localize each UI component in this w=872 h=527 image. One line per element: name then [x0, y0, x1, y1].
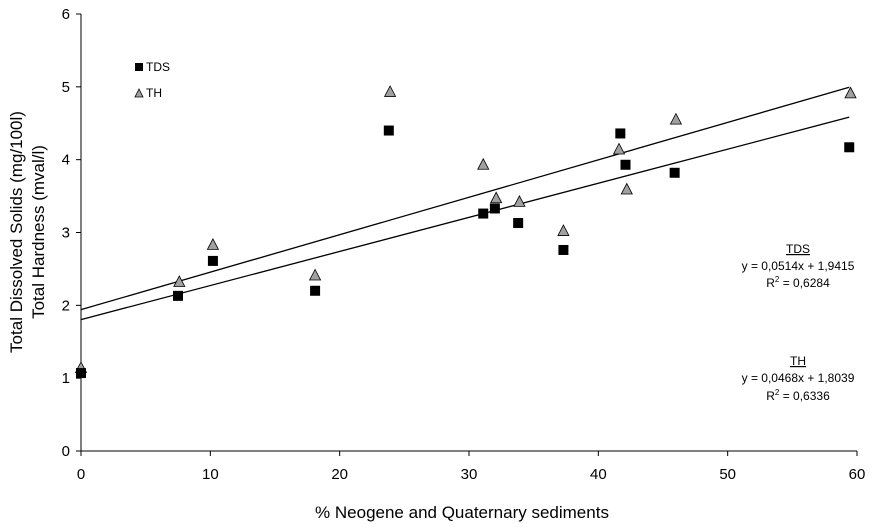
x-tick-label: 30	[461, 466, 478, 483]
th-point	[557, 224, 570, 236]
tds-r2-exponent: 2	[775, 275, 780, 284]
tds-point	[615, 128, 626, 139]
tds-point	[620, 159, 631, 170]
x-tick-label: 10	[202, 466, 219, 483]
th-point	[173, 275, 186, 287]
x-tick-label: 40	[590, 466, 607, 483]
th-point	[513, 195, 526, 207]
th-point	[844, 86, 857, 99]
x-tick-label: 20	[331, 466, 348, 483]
tds-point	[478, 208, 489, 219]
tds-r2-label: R	[766, 276, 775, 290]
th-point	[669, 112, 683, 125]
y-tick-label: 0	[62, 443, 70, 460]
tds-point	[76, 368, 86, 379]
th-r2-label: R	[766, 389, 775, 403]
tds-r2-value: = 0,6284	[779, 276, 830, 290]
x-tick-label: 0	[77, 466, 85, 483]
tds-point	[173, 290, 183, 301]
th-annotation-title: TH	[790, 354, 806, 368]
th-point	[308, 268, 322, 281]
th-point	[477, 157, 490, 170]
y-tick-label: 3	[62, 225, 70, 242]
tds-point	[669, 167, 680, 178]
tds-point	[513, 218, 524, 229]
trendline-th	[80, 116, 850, 321]
tds-annotation-equation: y = 0,0514x + 1,9415	[742, 259, 855, 273]
legend-tds-marker	[135, 63, 143, 71]
th-r2-exponent: 2	[775, 388, 780, 397]
th-point	[612, 142, 626, 155]
legend-th-marker	[134, 88, 144, 98]
tds-point	[383, 125, 394, 136]
y-axis-title-line-1: Total Dissolved Solids (mg/100l)	[7, 111, 26, 353]
tds-point	[489, 203, 500, 214]
legend-th-label: TH	[146, 86, 162, 100]
data-points	[74, 85, 857, 379]
legend: TDS TH	[134, 60, 170, 100]
th-regression-annotation: TH y = 0,0468x + 1,8039 R2 = 0,6336	[742, 354, 855, 403]
y-tick-label: 5	[62, 79, 70, 96]
tds-point	[558, 244, 569, 255]
y-tick-label: 2	[62, 297, 70, 314]
th-annotation-r2: R2 = 0,6336	[766, 388, 830, 403]
y-tick-label: 4	[62, 152, 70, 169]
x-axis-title: % Neogene and Quaternary sediments	[315, 503, 609, 522]
x-tick-label: 60	[849, 466, 866, 483]
x-tick-label: 50	[719, 466, 736, 483]
tds-annotation-title: TDS	[786, 242, 810, 256]
y-axis-title-line-2: Total Hardness (mval/l)	[29, 145, 48, 319]
th-point	[206, 238, 220, 250]
tds-annotation-r2: R2 = 0,6284	[766, 275, 830, 290]
tds-regression-annotation: TDS y = 0,0514x + 1,9415 R2 = 0,6284	[742, 242, 855, 290]
th-r2-value: = 0,6336	[779, 389, 830, 403]
th-point	[489, 191, 503, 204]
trendlines	[80, 86, 850, 321]
legend-tds-label: TDS	[146, 60, 170, 74]
th-point	[383, 85, 397, 97]
tds-point	[207, 255, 218, 266]
tds-point	[310, 285, 321, 296]
y-tick-label: 1	[62, 370, 70, 387]
th-annotation-equation: y = 0,0468x + 1,8039	[742, 371, 855, 385]
trendline-tds	[80, 86, 850, 311]
th-point	[620, 182, 633, 195]
tds-point	[844, 142, 855, 153]
y-tick-label: 6	[62, 6, 70, 23]
